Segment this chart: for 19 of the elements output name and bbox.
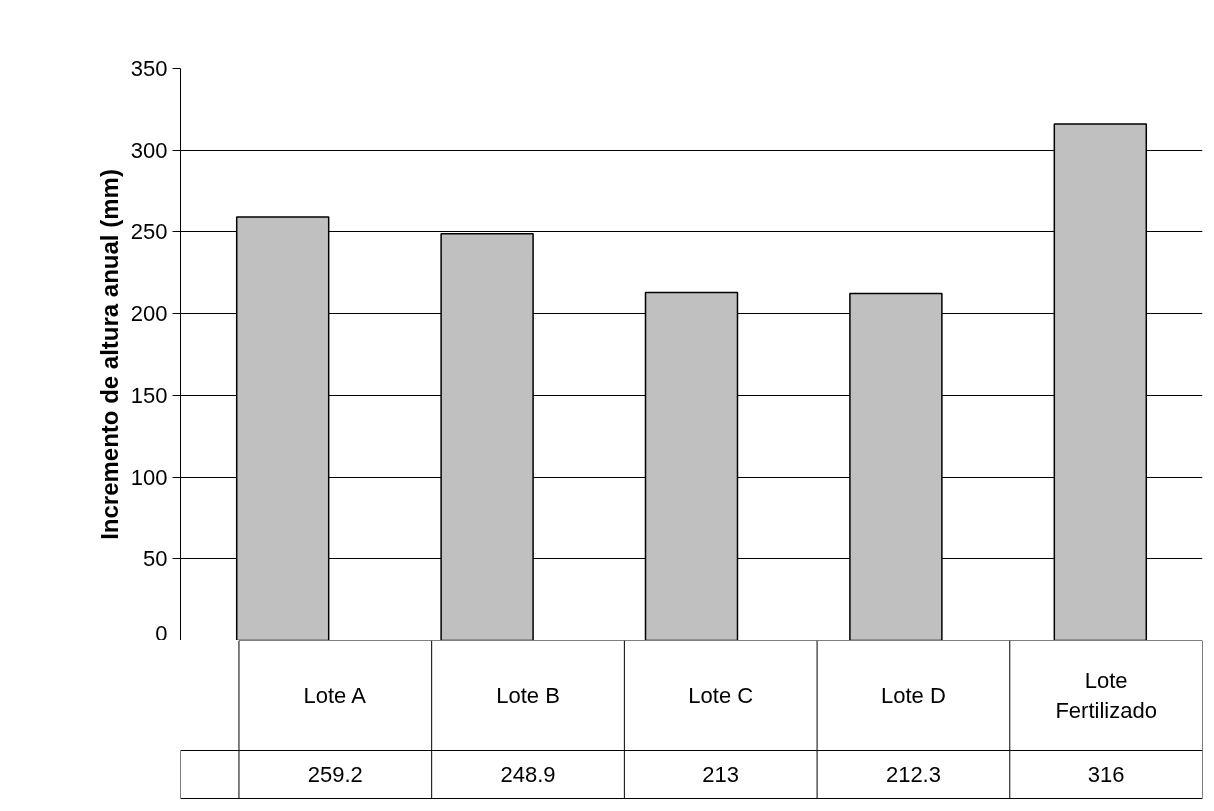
y-tick-label: 150 <box>130 382 168 408</box>
data-label: 213 <box>702 762 740 787</box>
y-tick-label: 300 <box>130 137 168 163</box>
x-tick-label: Lote Fertilizado <box>1055 668 1157 723</box>
x-tick-label: Lote D <box>881 683 946 708</box>
data-label: 248.9 <box>500 762 556 787</box>
y-tick-label: 200 <box>130 301 168 327</box>
y-tick-label: 100 <box>130 464 168 490</box>
x-tick-label: Lote A <box>303 683 367 708</box>
data-label: 259.2 <box>307 762 363 787</box>
x-tick-label: Lote C <box>688 683 754 708</box>
x-tick-label: Lote B <box>496 683 560 708</box>
y-axis-title: Incremento de altura anual (mm) <box>95 169 123 540</box>
y-tick-label: 250 <box>130 219 168 245</box>
y-tick-label: 0 <box>155 620 168 646</box>
y-tick-label: 350 <box>130 56 168 81</box>
y-tick-label: 50 <box>143 546 168 572</box>
data-label: 316 <box>1087 762 1125 787</box>
data-label: 212.3 <box>885 762 941 787</box>
